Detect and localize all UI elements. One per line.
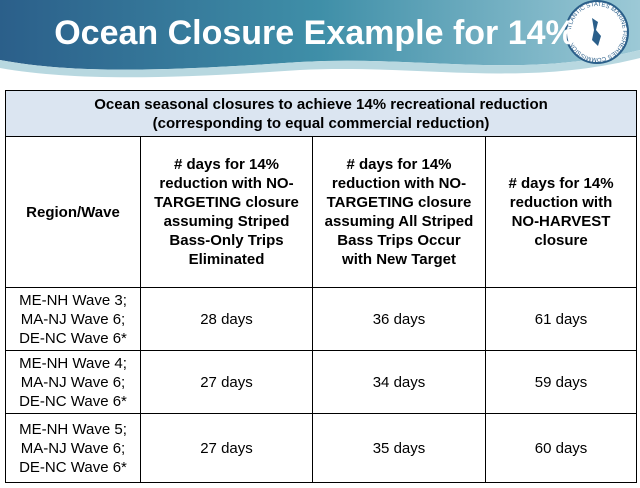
row-label: ME-NH Wave 4; MA-NJ Wave 6; DE-NC Wave 6… [5, 350, 141, 414]
cell: 28 days [140, 287, 313, 351]
wave-light [0, 50, 640, 78]
table-row: ME-NH Wave 5; MA-NJ Wave 6; DE-NC Wave 6… [5, 413, 638, 483]
table-row: ME-NH Wave 3; MA-NJ Wave 6; DE-NC Wave 6… [5, 287, 638, 351]
logo-map [592, 18, 601, 46]
column-header: # days for 14% reduction with NO-TARGETI… [140, 136, 313, 288]
table-row: ME-NH Wave 4; MA-NJ Wave 6; DE-NC Wave 6… [5, 350, 638, 414]
title: Ocean Closure Example for 14% [54, 14, 576, 52]
cell: 27 days [140, 413, 313, 483]
table-body: ME-NH Wave 3; MA-NJ Wave 6; DE-NC Wave 6… [5, 287, 638, 483]
wave [0, 0, 640, 70]
cell: 60 days [484, 413, 638, 483]
header-row: Region/Wave # days for 14% reduction wit… [5, 136, 638, 288]
row-label: ME-NH Wave 3; MA-NJ Wave 6; DE-NC Wave 6… [5, 287, 141, 351]
cell: 61 days [484, 287, 638, 351]
table: Ocean seasonal closures to achieve 14% r… [4, 90, 638, 483]
column-header: Region/Wave [5, 136, 141, 288]
column-header: # days for 14% reduction with NO-TARGETI… [312, 136, 486, 288]
row-label: ME-NH Wave 5; MA-NJ Wave 6; DE-NC Wave 6… [5, 413, 141, 483]
column-header: # days for 14% reduction with NO-HARVEST… [484, 136, 638, 288]
banner: ATLANTIC STATES MARINE FISHERIES COMMISS… [0, 0, 640, 78]
caption: Ocean seasonal closures to achieve 14% r… [4, 90, 638, 137]
cell: 59 days [484, 350, 638, 414]
caption-row: Ocean seasonal closures to achieve 14% r… [4, 90, 638, 137]
cell: 36 days [312, 287, 486, 351]
cell: 35 days [312, 413, 486, 483]
cell: 34 days [312, 350, 486, 414]
cell: 27 days [140, 350, 313, 414]
